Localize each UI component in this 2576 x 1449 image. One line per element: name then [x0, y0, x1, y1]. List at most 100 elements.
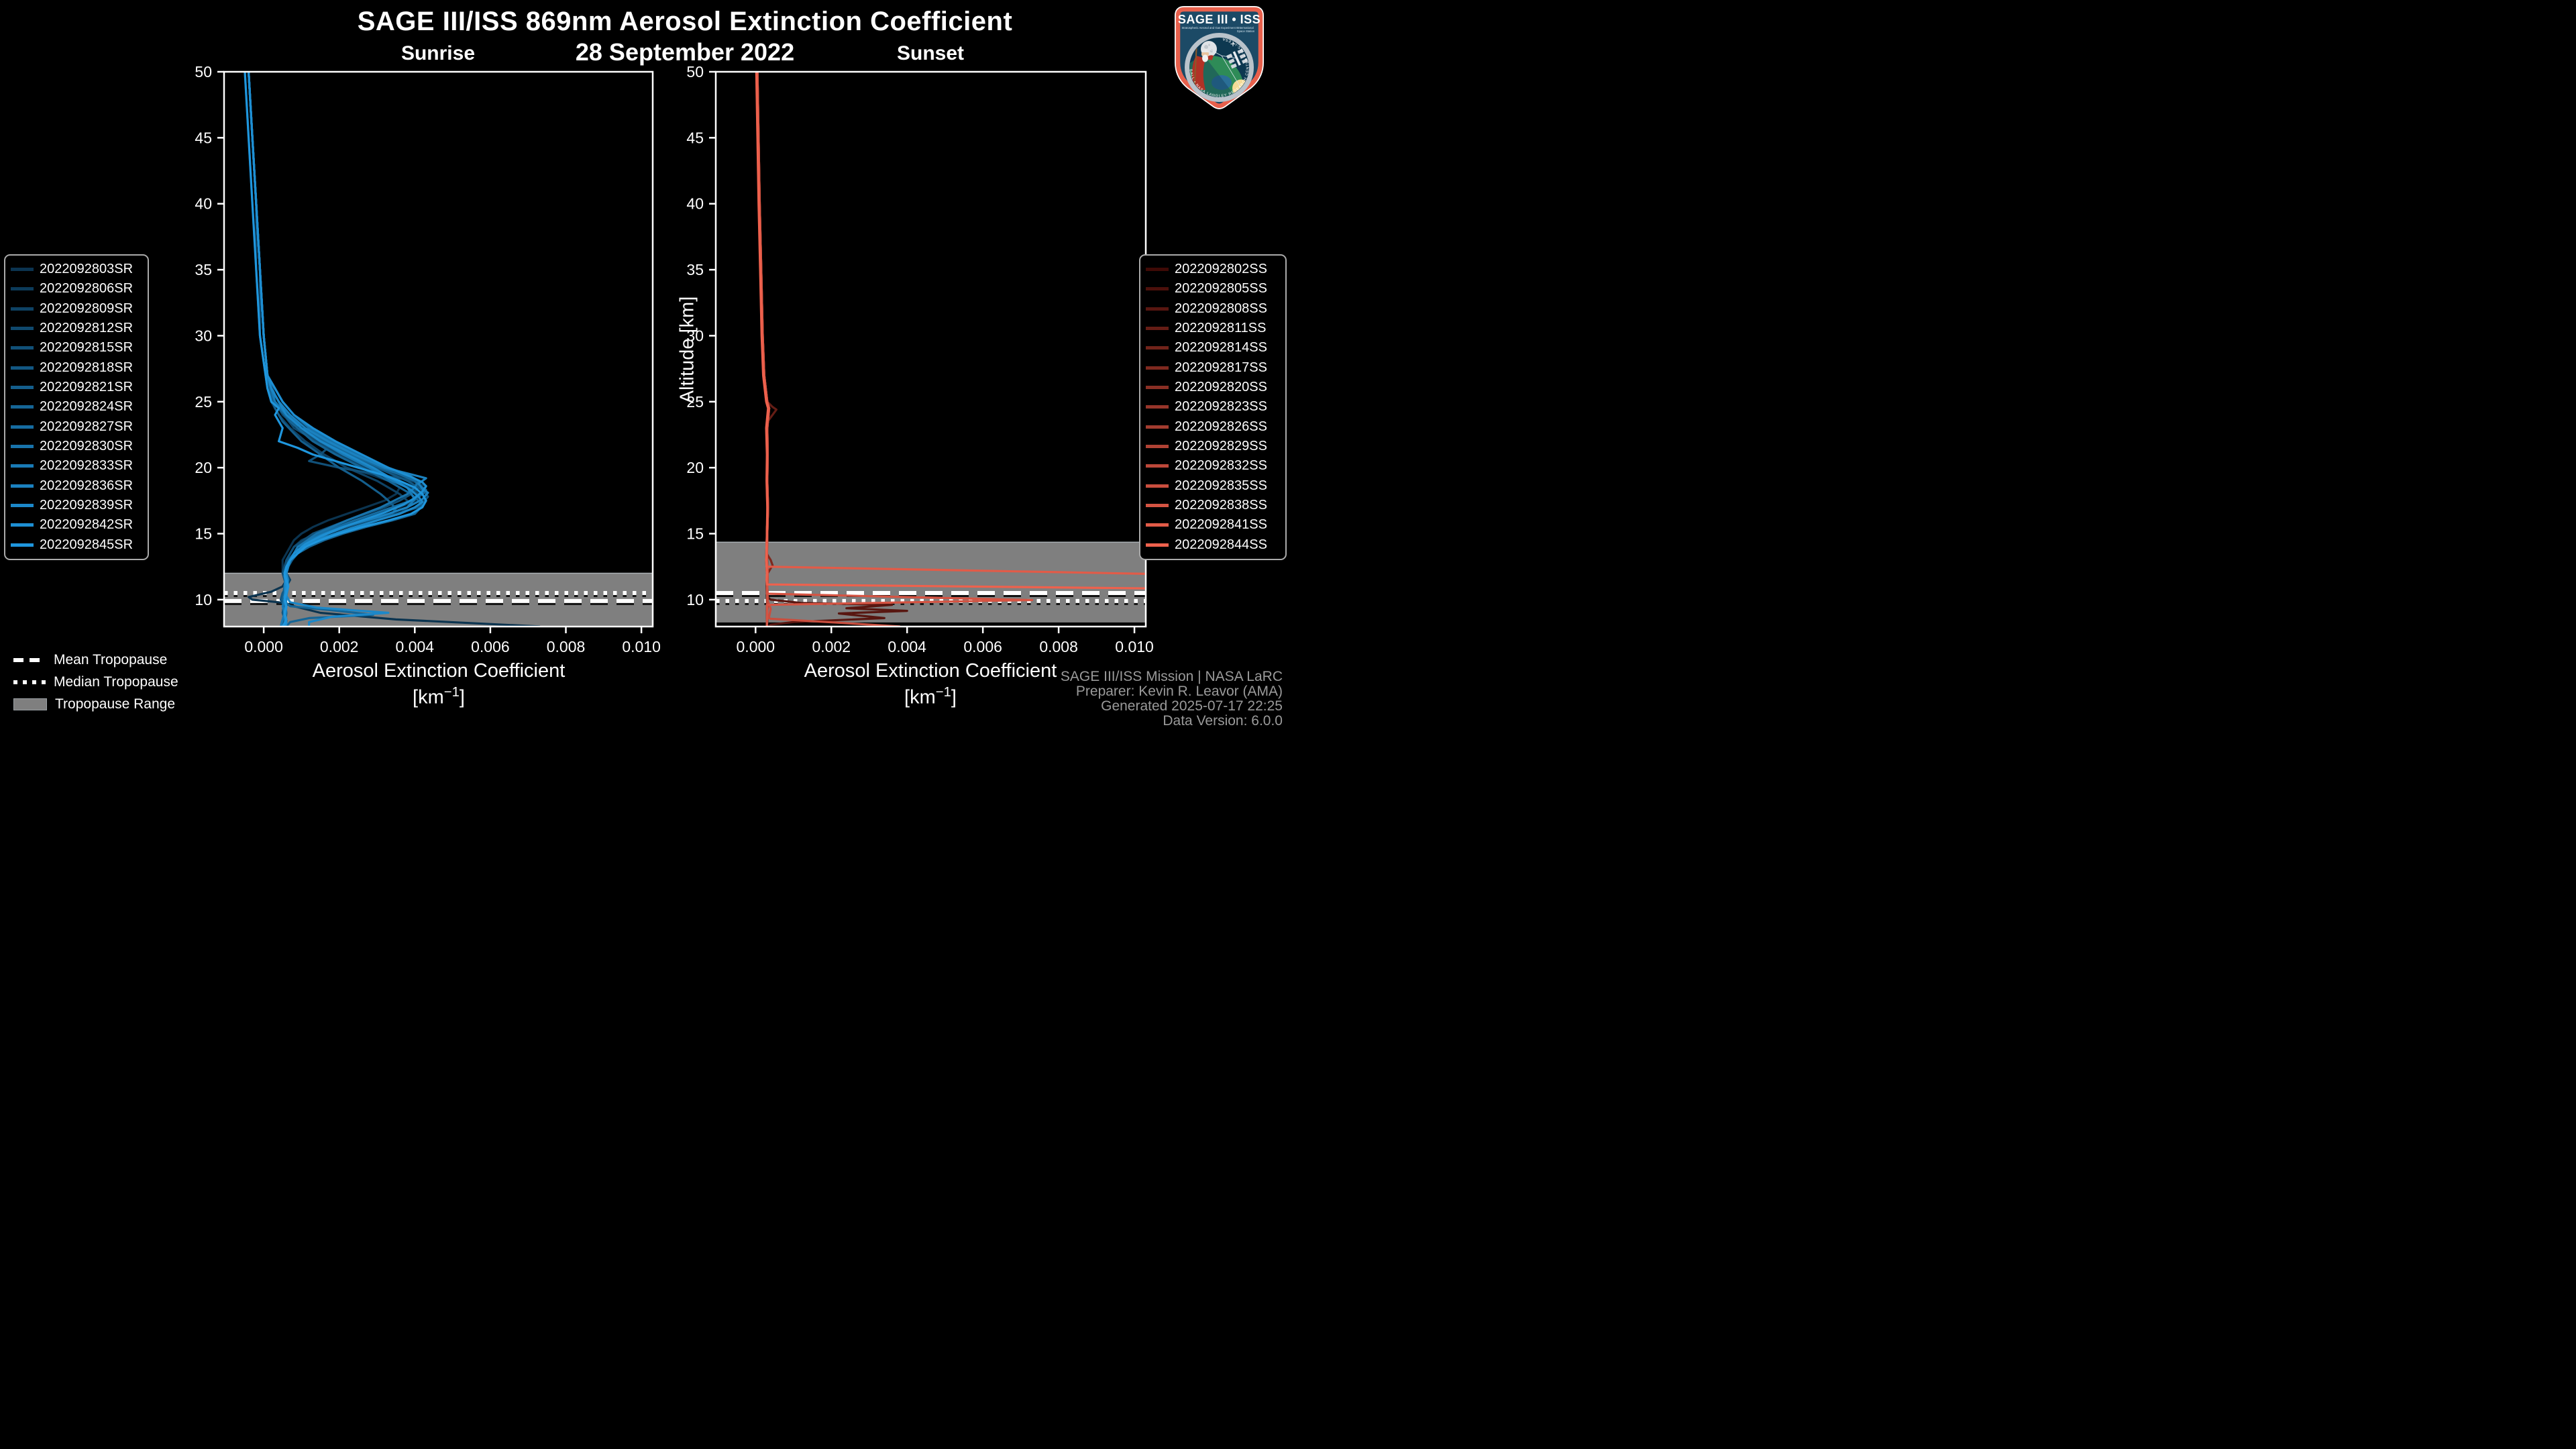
legend-label: 2022092803SR — [40, 262, 133, 277]
legend-swatch — [11, 268, 34, 272]
sunrise-y-tick-label: 10 — [195, 591, 212, 608]
legend-item-2022092833SR: 2022092833SR — [11, 458, 142, 474]
sunrise-plot: 0.000 0.002 0.004 0.006 0.008 0.010 10 15 20 25 30… — [195, 63, 660, 655]
logo-title: SAGE III • ISS — [1178, 13, 1260, 26]
legend-swatch — [11, 543, 34, 547]
profile-2022092842SR — [248, 72, 427, 627]
legend-swatch — [11, 464, 34, 468]
legend-item-2022092815SR: 2022092815SR — [11, 340, 142, 356]
legend-item-2022092845SR: 2022092845SR — [11, 537, 142, 553]
median-tropopause-dotted-line-icon — [13, 680, 46, 684]
profile-2022092824SR — [248, 72, 424, 627]
legend-label: 2022092830SR — [40, 439, 133, 454]
legend-label: 2022092815SR — [40, 340, 133, 356]
legend-item-2022092829SS: 2022092829SS — [1146, 439, 1280, 454]
sunset-y-tick-label: 35 — [686, 261, 704, 278]
legend-label: 2022092817SS — [1175, 360, 1267, 375]
sunset-y-tick-label: 10 — [686, 591, 704, 608]
sunrise-y-tick-label: 30 — [195, 327, 212, 344]
sunset-plot: 0.000 0.002 0.004 0.006 0.008 0.010 10 15 20 25 30… — [686, 63, 1153, 655]
page-title: SAGE III/ISS 869nm Aerosol Extinction Co… — [357, 7, 1013, 36]
sunrise-y-tick-label: 45 — [195, 129, 212, 146]
profile-2022092827SR — [248, 72, 427, 627]
sunset-x-tick-label: 0.000 — [737, 638, 775, 655]
legend-item-2022092806SR: 2022092806SR — [11, 281, 142, 297]
profile-2022092830SR — [248, 72, 420, 627]
legend-label: 2022092844SS — [1175, 537, 1267, 552]
legend-label: 2022092838SS — [1175, 498, 1267, 513]
sunrise-x-axis-label: Aerosol Extinction Coefficient [km−1] — [224, 660, 653, 709]
mean-tropopause-dashed-line-icon — [13, 658, 46, 662]
legend-item-2022092839SR: 2022092839SR — [11, 498, 142, 513]
legend-item-2022092830SR: 2022092830SR — [11, 439, 142, 454]
profile-2022092841SS — [755, 72, 1146, 575]
legend-item-2022092838SS: 2022092838SS — [1146, 498, 1280, 513]
legend-label: 2022092845SR — [40, 537, 133, 552]
legend-item-2022092805SS: 2022092805SS — [1146, 281, 1280, 297]
sunrise-y-tick-label: 15 — [195, 525, 212, 543]
sunset-y-tick-label: 20 — [686, 459, 704, 476]
legend-item-2022092809SR: 2022092809SR — [11, 301, 142, 317]
legend-item-2022092827SR: 2022092827SR — [11, 419, 142, 435]
profile-2022092815SR — [248, 72, 420, 627]
legend-swatch — [11, 366, 34, 370]
legend-swatch — [1146, 543, 1169, 547]
legend-item-2022092836SR: 2022092836SR — [11, 478, 142, 494]
legend-label: 2022092826SS — [1175, 419, 1267, 434]
legend-label: 2022092811SS — [1175, 321, 1267, 336]
sunset-event-legend: 2022092802SS 2022092805SS 2022092808SS 2022… — [1139, 254, 1287, 560]
legend-label: 2022092821SR — [40, 380, 133, 395]
sunrise-x-tick-label: 0.000 — [244, 638, 283, 655]
legend-label: 2022092823SS — [1175, 399, 1267, 415]
profile-2022092809SR — [248, 72, 413, 627]
sunrise-x-axis-unit: [km−1] — [413, 685, 465, 708]
legend-item-2022092803SR: 2022092803SR — [11, 262, 142, 277]
legend-swatch — [11, 445, 34, 449]
legend-item-2022092817SS: 2022092817SS — [1146, 360, 1280, 376]
legend-item-2022092844SS: 2022092844SS — [1146, 537, 1280, 553]
legend-label: 2022092833SR — [40, 458, 133, 474]
legend-swatch — [11, 504, 34, 508]
logo-right-caption-2: Space Station — [1237, 30, 1255, 33]
sunset-y-tick-label: 25 — [686, 393, 704, 411]
attribution-text: SAGE III/ISS Mission | NASA LaRC Prepare… — [1061, 669, 1283, 729]
legend-item-2022092823SS: 2022092823SS — [1146, 399, 1280, 415]
sage-figure-icon — [1191, 41, 1214, 91]
iss-icon — [1226, 48, 1248, 69]
legend-swatch — [1146, 307, 1169, 311]
profile-2022092833SR — [248, 72, 416, 627]
legend-swatch — [11, 327, 34, 331]
sunrise-axes-frame — [223, 70, 654, 628]
sunset-x-axis-unit: [km−1] — [904, 685, 957, 708]
sunrise-y-tick-label: 50 — [195, 63, 212, 80]
legend-label: 2022092820SS — [1175, 380, 1267, 395]
sunset-x-tick-label: 0.010 — [1115, 638, 1154, 655]
sunset-y-tick-label: 50 — [686, 63, 704, 80]
median-tropopause-legend-item: Median Tropopause — [13, 674, 178, 690]
legend-item-2022092802SS: 2022092802SS — [1146, 262, 1280, 277]
legend-item-2022092808SS: 2022092808SS — [1146, 301, 1280, 317]
sunrise-x-tick-label: 0.010 — [622, 638, 661, 655]
legend-item-2022092832SS: 2022092832SS — [1146, 458, 1280, 474]
legend-swatch — [11, 425, 34, 429]
legend-label: 2022092805SS — [1175, 281, 1267, 297]
legend-swatch — [1146, 327, 1169, 331]
profile-2022092845SR — [244, 72, 427, 627]
legend-label: 2022092808SS — [1175, 301, 1267, 316]
legend-swatch — [1146, 445, 1169, 449]
legend-swatch — [1146, 523, 1169, 527]
sunrise-y-tick-label: 40 — [195, 195, 212, 213]
legend-item-2022092835SS: 2022092835SS — [1146, 478, 1280, 494]
legend-label: 2022092836SR — [40, 478, 133, 493]
median-tropopause-label: Median Tropopause — [54, 674, 178, 690]
legend-swatch — [11, 346, 34, 350]
legend-label: 2022092818SR — [40, 360, 133, 375]
legend-item-2022092824SR: 2022092824SR — [11, 399, 142, 415]
profile-2022092836SR — [248, 72, 429, 627]
legend-swatch — [1146, 366, 1169, 370]
sage-iii-iss-logo: SAGE III • ISS Stratospheric Aerosol and… — [1175, 6, 1264, 109]
sunset-y-tick-label: 15 — [686, 525, 704, 543]
legend-label: 2022092829SS — [1175, 439, 1267, 454]
legend-label: 2022092835SS — [1175, 478, 1267, 493]
sunset-panel-title: Sunset — [896, 42, 965, 64]
